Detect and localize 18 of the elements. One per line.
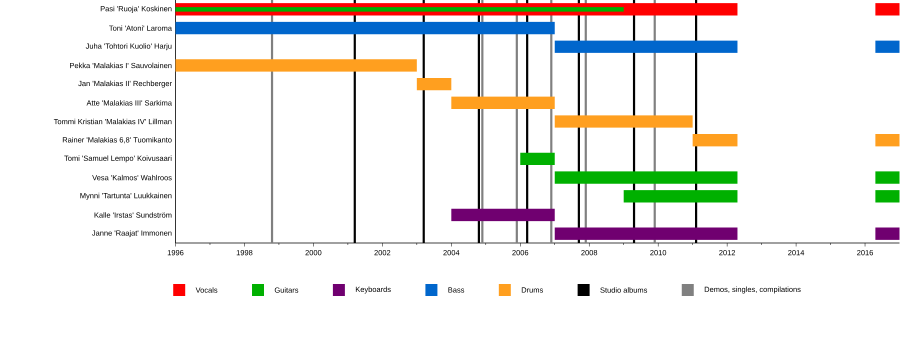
bar	[554, 115, 693, 128]
bar	[875, 227, 900, 240]
bar	[451, 208, 555, 222]
bar	[875, 40, 900, 53]
bar	[451, 96, 555, 109]
bar	[416, 78, 452, 90]
bar	[176, 59, 417, 72]
bar	[554, 171, 738, 184]
bar	[554, 40, 738, 53]
bar	[554, 227, 738, 240]
bar	[875, 134, 900, 146]
bar	[520, 152, 555, 166]
bar	[176, 22, 555, 34]
bar	[875, 171, 900, 184]
bar	[875, 3, 900, 16]
bar	[692, 134, 738, 146]
bar	[875, 190, 900, 202]
bar	[624, 190, 738, 202]
